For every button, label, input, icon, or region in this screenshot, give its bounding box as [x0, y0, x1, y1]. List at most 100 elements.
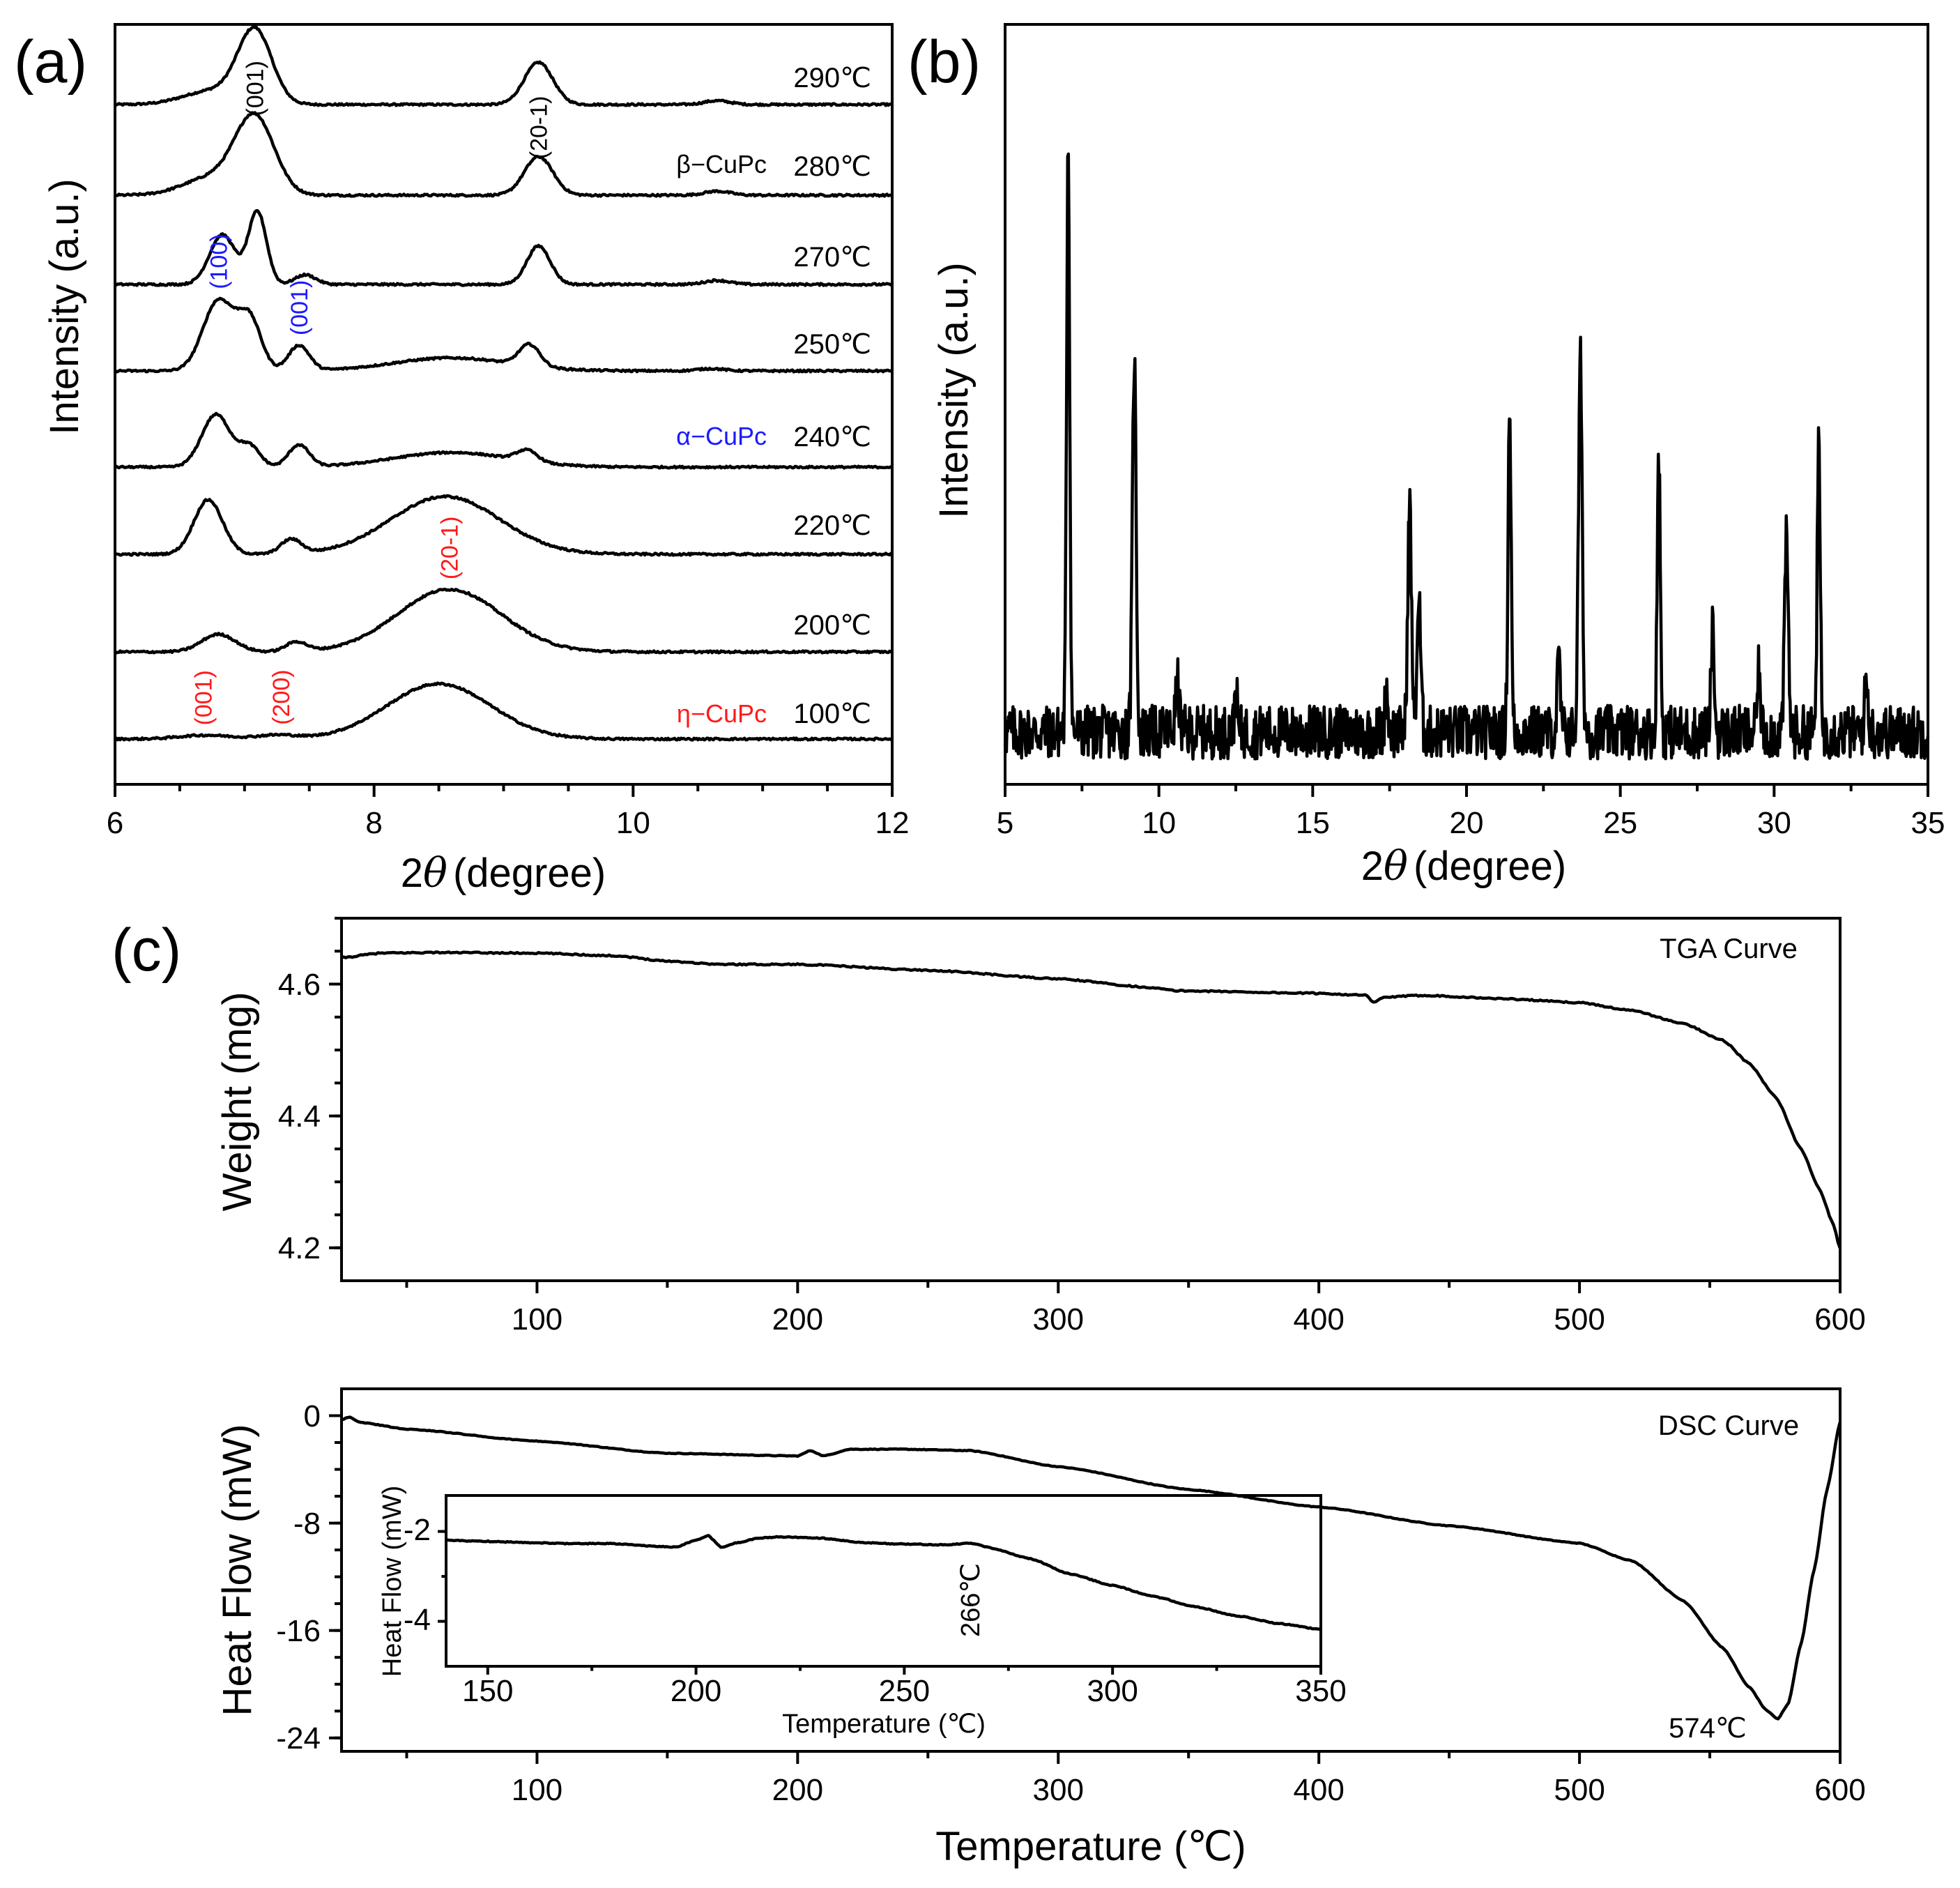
chart-c-dsc-ytick-label: 0 [304, 1399, 321, 1433]
panel-label-c: (c) [112, 917, 181, 984]
chart-c-inset-xtick-label: 150 [462, 1674, 513, 1708]
chart-c-dsc-peak-label: 574℃ [1669, 1713, 1747, 1744]
chart-a-series-line [114, 111, 894, 198]
chart-c-dsc-xlabel: Temperature (℃) [935, 1824, 1246, 1869]
chart-c-inset-ytick-label: -4 [404, 1603, 431, 1637]
chart-a-xtick-label: 8 [365, 806, 382, 840]
chart-b: 5 10 15 20 25 30 35 Intensity (a.u.) 2θ (degree… [931, 23, 1945, 890]
chart-a-series-label: 290℃ [793, 63, 871, 93]
chart-a-series-group [114, 24, 894, 742]
chart-b-xlabel: 2θ (degree) [1361, 842, 1566, 890]
chart-a-series-line [114, 681, 893, 742]
chart-c-tga-xtick-label: 600 [1814, 1302, 1865, 1337]
chart-c-tga-frame [340, 917, 1842, 1282]
chart-a-series-label: 280℃ [793, 151, 871, 182]
chart-c-dsc-line [341, 1415, 1842, 1721]
chart-b-series-group [1003, 152, 1930, 761]
chart-a-phase-label: α−CuPc [676, 422, 767, 450]
chart-c-dsc-ytick-label: -8 [293, 1507, 321, 1541]
chart-c-dsc-axes: 100 200 300 400 500 600 0 -8 -16 -24 [276, 1399, 1865, 1807]
chart-a-miller-label: (001) [243, 61, 269, 116]
panel-label-a: (a) [14, 29, 87, 96]
chart-c-inset-ylabel: Heat Flow (mW) [378, 1486, 407, 1677]
chart-c-inset: 150 200 250 300 350-2-4 266℃ Heat Flow (mW) … [378, 1486, 1347, 1739]
chart-a-xlabel: 2θ (degree) [401, 849, 606, 897]
chart-c-dsc-frame [340, 1387, 1842, 1753]
chart-a-annotations: 290℃ 280℃ 270℃ 250℃ 240℃ 220℃ 200℃ 100℃ (001) (20… [190, 61, 871, 729]
chart-b-xtick-label: 25 [1603, 806, 1637, 840]
chart-c-inset-frame [445, 1494, 1322, 1668]
chart-a-series-line [114, 24, 893, 107]
chart-c-dsc-xtick-label: 100 [512, 1773, 562, 1807]
chart-a-xaxis: 6 8 10 12 [107, 784, 910, 840]
chart-c-inset-series [446, 1534, 1322, 1631]
chart-a-xtick-label: 12 [875, 806, 910, 840]
chart-c-tga-ylabel: Weight (mg) [215, 992, 260, 1212]
chart-b-xlabel-prefix: 2 [1361, 844, 1384, 889]
chart-a-miller-label: (100) [206, 234, 233, 289]
chart-b-xtick-label: 5 [997, 806, 1013, 840]
chart-a-xlabel-prefix: 2 [401, 851, 423, 896]
chart-c-dsc: 100 200 300 400 500 600 0 -8 -16 -24 DSC Curve 57… [215, 1387, 1866, 1869]
chart-c-inset-xtick-label: 300 [1087, 1674, 1138, 1708]
chart-c-tga-title: TGA Curve [1660, 934, 1798, 964]
chart-a-series-label: 250℃ [793, 329, 871, 360]
chart-a-series-label: 100℃ [793, 699, 871, 729]
chart-a-miller-index: (20-1) [437, 517, 464, 580]
chart-b-xaxis: 5 10 15 20 25 30 35 [997, 784, 1945, 840]
chart-b-xlabel-unit: (degree) [1414, 844, 1566, 889]
chart-c-inset-axes: 150 200 250 300 350 -2 -4 [404, 1513, 1347, 1708]
chart-a-series-label: 220℃ [793, 510, 871, 541]
chart-a-xlabel-unit: (degree) [453, 851, 606, 896]
chart-c-dsc-series [341, 1415, 1842, 1721]
chart-a-series-label: 200℃ [793, 610, 871, 641]
chart-c-inset-xtick-label: 250 [879, 1674, 930, 1708]
chart-b-series-line [1003, 152, 1930, 761]
chart-c-inset-line [446, 1534, 1322, 1631]
chart-c-tga-ytick-label: 4.2 [278, 1231, 321, 1265]
chart-a-miller-index: (20-1) [526, 96, 553, 160]
chart-c-inset-xlabel: Temperature (℃) [782, 1710, 986, 1739]
chart-c-inset-xtick-label: 350 [1295, 1674, 1346, 1708]
chart-a-series-line [114, 208, 894, 287]
chart-a-miller-index: (001) [286, 280, 313, 335]
chart-c-tga-xtick-label: 500 [1554, 1302, 1605, 1337]
chart-c-dsc-xtick-label: 300 [1033, 1773, 1084, 1807]
chart-a-miller-index: (100) [206, 234, 233, 289]
chart-c-dsc-ytick-label: -24 [276, 1721, 321, 1756]
chart-c-dsc-xtick-label: 500 [1554, 1773, 1605, 1807]
chart-c-tga-axes: 100 200 300 400 500 600 4.2 4.4 4.6 [278, 917, 1866, 1337]
chart-a-xtick-label: 6 [107, 806, 123, 840]
chart-b-xlabel-var: θ [1384, 842, 1408, 890]
chart-a-series-line [114, 494, 893, 557]
chart-a-series-label: 270℃ [793, 242, 871, 273]
chart-c-dsc-title: DSC Curve [1658, 1410, 1799, 1441]
chart-a-miller-label: (001) [190, 670, 217, 725]
chart-a: 6 8 10 12 290℃ 280℃ 270℃ 250℃ 240℃ 220℃ 200℃ 100℃ (… [42, 23, 910, 897]
chart-c-tga-series [341, 950, 1842, 1249]
chart-c-inset-annotation: 266℃ [956, 1563, 986, 1637]
chart-c-dsc-xtick-label: 200 [772, 1773, 823, 1807]
chart-a-frame [114, 23, 894, 786]
chart-c-tga-ytick-label: 4.6 [278, 968, 321, 1002]
chart-a-xtick-label: 10 [616, 806, 650, 840]
chart-c-tga: 100 200 300 400 500 600 4.2 4.4 4.6 TGA Curve We… [215, 917, 1866, 1337]
chart-a-miller-label: (20-1) [437, 517, 464, 580]
chart-b-xtick-label: 35 [1911, 806, 1945, 840]
chart-c-tga-xtick-label: 300 [1033, 1302, 1084, 1337]
chart-b-xtick-label: 15 [1296, 806, 1330, 840]
chart-a-miller-label: (200) [268, 669, 295, 724]
chart-a-miller-index: (001) [243, 61, 269, 116]
chart-a-miller-label: (001) [286, 280, 313, 335]
chart-b-xtick-label: 30 [1757, 806, 1791, 840]
chart-a-miller-index: (200) [268, 669, 295, 724]
chart-a-phase-label: β−CuPc [676, 150, 767, 178]
chart-b-xtick-label: 10 [1142, 806, 1176, 840]
chart-a-series-line [114, 587, 893, 655]
chart-a-phase-label: η−CuPc [677, 699, 767, 728]
chart-b-xtick-label: 20 [1450, 806, 1484, 840]
chart-a-miller-label: (20-1) [526, 96, 553, 160]
chart-c-tga-xtick-label: 100 [512, 1302, 562, 1337]
chart-a-xlabel-var: θ [423, 849, 447, 897]
